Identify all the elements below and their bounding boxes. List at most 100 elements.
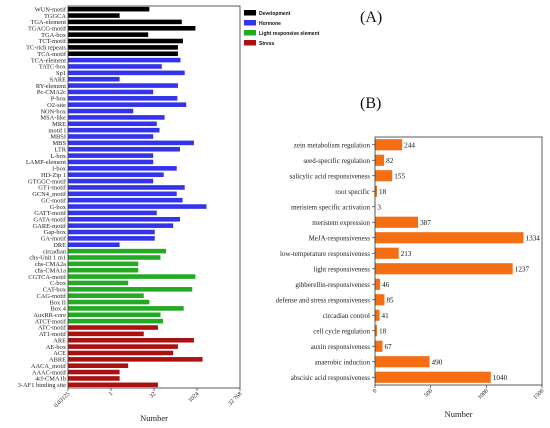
bar-zein-metabolism-regulation xyxy=(375,139,403,151)
category-label: chs-Unit 1 m1 xyxy=(29,255,66,262)
value-label: 244 xyxy=(404,141,415,149)
category-label: meristem expression xyxy=(312,219,370,227)
category-label: cell cycle regulation xyxy=(313,327,370,335)
panel-b-label: (B) xyxy=(360,95,381,112)
bar-are xyxy=(68,337,194,343)
legend-label: Stress xyxy=(259,41,275,47)
chart-b-x-ticks: 0 500 1000 1500 xyxy=(372,385,545,401)
category-label: TC-rich repeats xyxy=(26,45,66,52)
category-label: SARE xyxy=(50,76,66,83)
bar-seed-specific-regulation xyxy=(375,154,385,166)
bar-tatc-box xyxy=(68,64,162,69)
bar-abre xyxy=(68,357,203,362)
legend-label: Hormone xyxy=(259,21,281,27)
legend-swatch xyxy=(244,30,256,36)
bar-gata-motif xyxy=(68,216,180,222)
bar-box-4 xyxy=(68,306,184,311)
category-label: chs-CMA1a xyxy=(35,267,66,274)
value-label: 490 xyxy=(432,358,443,366)
category-label: TGA-element xyxy=(31,19,67,26)
value-label: 1040 xyxy=(493,374,508,382)
category-label: root specific xyxy=(335,188,370,196)
bar-at1-motif xyxy=(68,331,144,337)
bar-atc-motif xyxy=(68,325,158,330)
chart-b-frame xyxy=(374,136,543,386)
x-tick-label: 32 xyxy=(149,391,157,399)
category-label: GARE-motif xyxy=(33,223,67,230)
category-label: 3-AF1 binding site xyxy=(18,382,66,389)
bar-ga-motif xyxy=(68,236,155,241)
chart-a-legend: Development Hormone Light responsive eleme… xyxy=(244,10,320,47)
value-label: 46 xyxy=(382,281,390,289)
category-label: gibberellin-responsiveness xyxy=(295,281,370,289)
category-label: HD-Zip 1 xyxy=(41,172,66,179)
bar-motif-i xyxy=(68,127,160,133)
bar-light-responsiveness xyxy=(375,263,513,275)
bar-p-box xyxy=(68,96,178,101)
bar-ace xyxy=(68,350,174,356)
value-label: 213 xyxy=(401,250,412,258)
category-label: LAMP-element xyxy=(26,159,66,166)
category-label: MSA-like xyxy=(40,115,66,122)
bar-tga-element xyxy=(68,19,182,25)
bar-box-ii xyxy=(68,299,150,305)
chart-a-frame xyxy=(67,5,241,389)
bar-auxin-responsiveness xyxy=(375,340,383,352)
category-label: C-box xyxy=(50,280,67,287)
bar-aaca-motif xyxy=(68,363,129,368)
bar-3-af1-binding-site xyxy=(68,382,158,388)
bar-meristem-expression xyxy=(375,216,419,228)
category-label: chs-CMA2a xyxy=(35,261,66,268)
bar-cgtca-motif xyxy=(68,274,196,279)
category-label: ATC-motif xyxy=(38,325,67,332)
category-label: MRE xyxy=(52,121,66,128)
category-label: ARE xyxy=(53,337,66,344)
bar-wun-motif xyxy=(68,6,150,12)
bar-i-box xyxy=(68,166,177,171)
category-label: TCT-motif xyxy=(39,38,67,45)
category-label: I-box xyxy=(52,166,67,173)
bar-gap-box xyxy=(68,229,155,235)
bar-circadian-control xyxy=(375,309,380,321)
bar-sare xyxy=(68,76,120,82)
bar-ae-box xyxy=(68,344,178,349)
category-label: L-box xyxy=(50,153,66,160)
value-label: 18 xyxy=(379,327,387,335)
chart-a: WUN-motifTGGCATGA-elementTGACG-motifTGA-… xyxy=(18,5,320,423)
category-label: motif I xyxy=(48,127,66,134)
chart-b-bars xyxy=(375,139,524,383)
chart-b: zein metabolism regulation seed-specific … xyxy=(276,136,545,419)
category-label: MBS xyxy=(53,140,67,147)
bar-circadian xyxy=(68,248,167,254)
value-label: 155 xyxy=(394,172,405,180)
value-label: 82 xyxy=(386,157,394,165)
bar-non-box xyxy=(68,108,134,114)
category-label: low-temperature responsiveness xyxy=(280,250,370,258)
x-tick-label: 0.03125 xyxy=(53,391,71,409)
category-label: GT1-motif xyxy=(38,185,67,192)
bar-anaerobic-induction xyxy=(375,356,430,368)
bar-tgacg-motif xyxy=(68,25,196,31)
legend-swatch xyxy=(244,10,256,16)
category-label: TCA-element xyxy=(31,57,66,64)
bar-msa-like xyxy=(68,115,165,120)
category-label: MeJA-responsiveness xyxy=(309,234,371,242)
bar-lamp-element xyxy=(68,159,154,165)
bar-root-specific xyxy=(375,185,377,197)
category-label: Sp1 xyxy=(56,70,66,77)
category-label: defense and stress responsiveness xyxy=(276,296,371,304)
category-label: GATT-motif xyxy=(34,210,67,217)
bar-tca-element xyxy=(68,57,181,63)
category-label: NON-box xyxy=(40,108,66,115)
category-label: CGTCA-motif xyxy=(28,274,67,281)
category-label: P-box xyxy=(51,96,67,103)
category-label: CAT-box xyxy=(43,287,67,294)
value-label: 1334 xyxy=(526,234,541,242)
bar-sp1 xyxy=(68,70,185,76)
category-label: LTR xyxy=(55,146,67,153)
chart-b-x-axis-title: Number xyxy=(445,409,473,419)
category-label: Box II xyxy=(49,299,66,306)
bar-gt1-motif xyxy=(68,185,185,190)
